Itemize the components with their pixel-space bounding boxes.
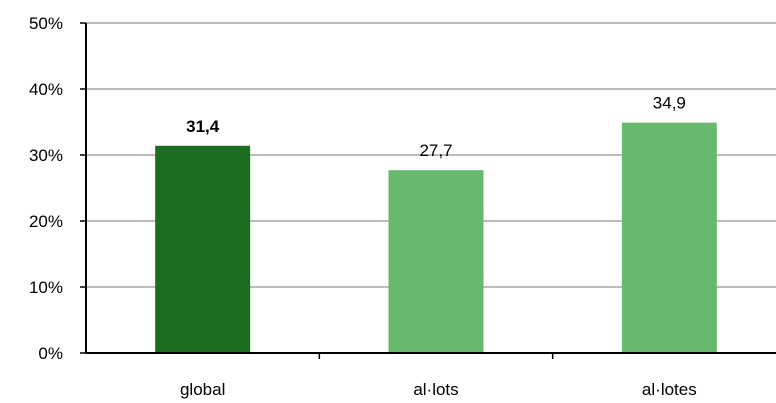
data-label-2: 34,9 (653, 94, 686, 113)
y-tick-label-5: 50% (29, 14, 63, 33)
y-tick-label-0: 0% (38, 344, 63, 363)
bar-1 (388, 170, 484, 353)
axes (80, 22, 776, 359)
bar-2 (621, 122, 717, 353)
category-label-1: al·lots (413, 380, 458, 399)
bars (155, 122, 717, 353)
data-label-0: 31,4 (186, 117, 220, 136)
labels: 0% 10% 20% 30% 40% 50% 31,4 global 27,7 al·lots 34… (29, 14, 697, 399)
y-tick-label-3: 30% (29, 146, 63, 165)
y-tick-label-2: 20% (29, 212, 63, 231)
category-label-0: global (180, 380, 225, 399)
bar-0 (155, 145, 251, 353)
data-label-1: 27,7 (419, 141, 452, 160)
y-tick-label-1: 10% (29, 278, 63, 297)
category-label-2: al·lotes (642, 380, 697, 399)
y-tick-label-4: 40% (29, 80, 63, 99)
